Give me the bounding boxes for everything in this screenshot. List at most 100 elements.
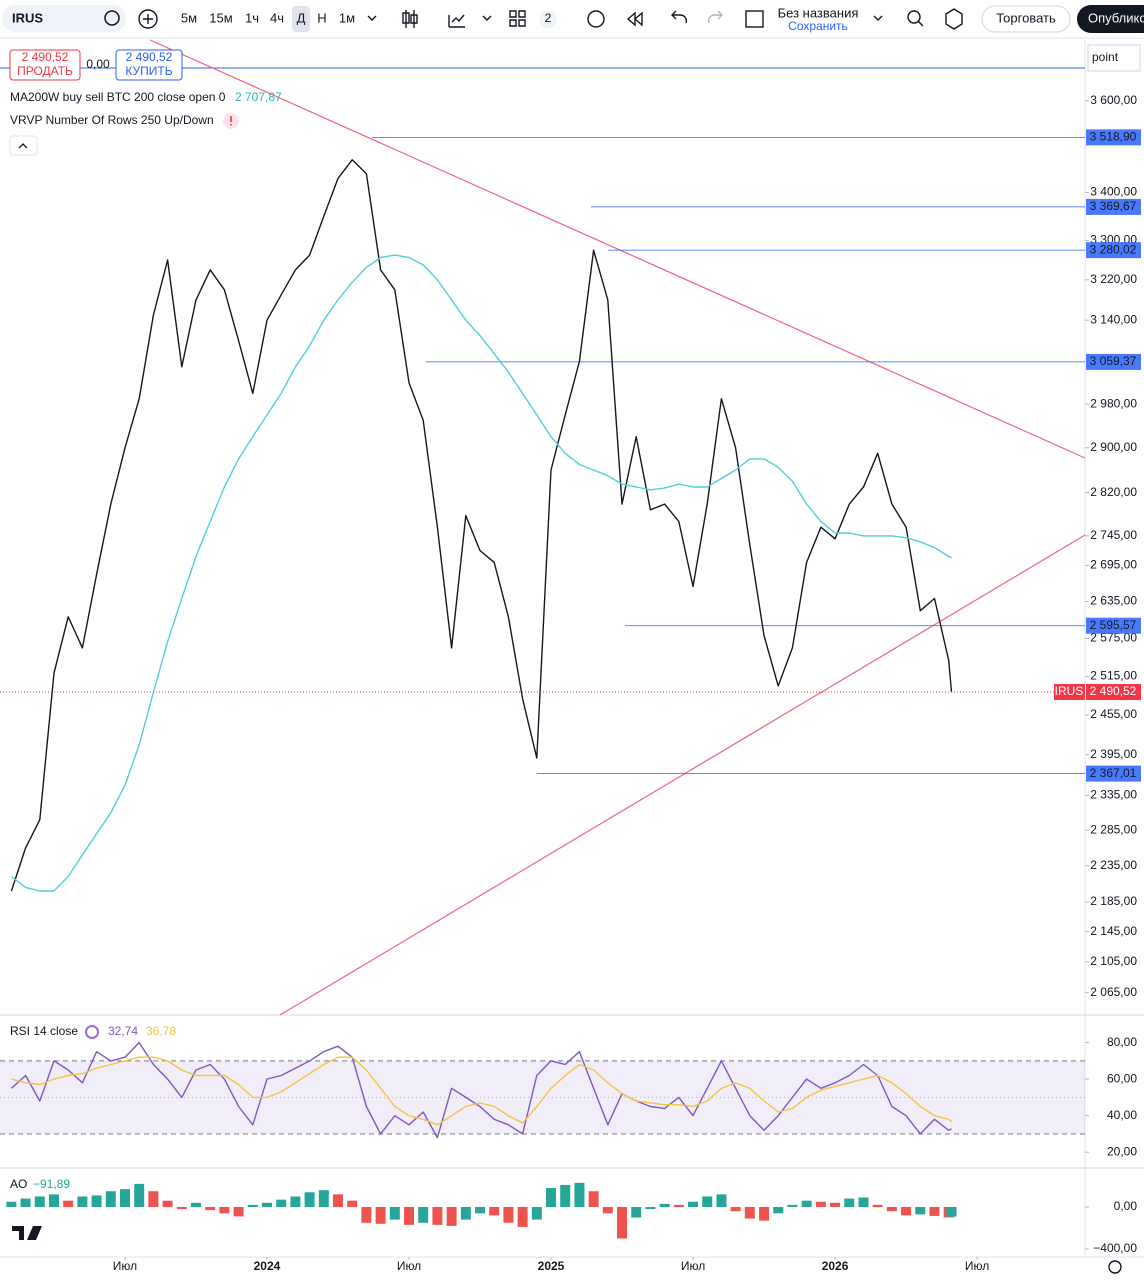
interval[interactable]: 15м (209, 10, 232, 25)
interval[interactable]: 4ч (270, 10, 284, 25)
ao-bar (418, 1206, 429, 1223)
level-label-bg (1086, 765, 1141, 782)
toolbar-bg (0, 0, 1144, 38)
interval[interactable]: Д (297, 10, 306, 25)
y-tick-label: 2 235,00 (1090, 858, 1137, 872)
indicators[interactable] (448, 14, 465, 28)
add-symbol[interactable] (138, 9, 158, 29)
ao-bar (574, 1182, 585, 1207)
layouts-count: 2 (545, 11, 552, 25)
add-icon (143, 14, 153, 24)
trend-line[interactable] (279, 534, 1086, 1016)
layouts-badge[interactable] (539, 10, 557, 28)
interval[interactable]: 1ч (245, 10, 259, 25)
spread: 0,00 (86, 57, 110, 71)
ao-bar (602, 1206, 613, 1214)
ao-bar (645, 1206, 656, 1210)
axis-settings[interactable] (1108, 1260, 1122, 1274)
ao-bar (946, 1206, 957, 1217)
interval[interactable]: 1м (339, 10, 355, 25)
ao-bar (290, 1196, 301, 1207)
ao-bar (688, 1201, 699, 1207)
trade-label: Торговать (996, 10, 1056, 25)
y-tick-label: 3 140,00 (1090, 312, 1137, 326)
ao-bar (347, 1200, 358, 1207)
rsi-legend[interactable]: RSI 14 close (10, 1024, 78, 1038)
alert[interactable] (587, 10, 605, 28)
rsi-sync-icon (85, 1025, 99, 1039)
ao-bar (901, 1206, 912, 1216)
settings[interactable] (945, 8, 963, 30)
series-line (11, 1056, 952, 1126)
ao-bar (489, 1206, 500, 1216)
ao-bar (205, 1206, 216, 1211)
ao-bar (801, 1200, 812, 1207)
collapse-legend[interactable] (9, 135, 38, 156)
ao-legend[interactable]: AO (10, 1177, 27, 1191)
search[interactable] (907, 10, 921, 24)
ao-bar (546, 1188, 557, 1207)
ao-bar (361, 1206, 372, 1223)
plot: 3 600,003 400,003 300,003 220,003 140,00… (0, 93, 1141, 1273)
level-label: 3 059,37 (1090, 354, 1137, 368)
interval[interactable]: 5м (181, 10, 197, 25)
undo[interactable] (671, 10, 688, 24)
ao-bar (34, 1196, 45, 1207)
symbol-search[interactable] (2, 5, 126, 32)
rsi-band (0, 1060, 1085, 1134)
trade-button[interactable] (981, 5, 1071, 33)
sell-button[interactable] (9, 49, 81, 81)
ao-bar (261, 1202, 272, 1207)
ao-bar (872, 1204, 883, 1207)
ao-bar (219, 1206, 230, 1214)
ao-bar (858, 1197, 869, 1207)
x-tick-label: 2026 (822, 1259, 849, 1273)
layout-square[interactable] (745, 10, 764, 28)
scale-mode-label: point (1092, 50, 1119, 64)
trend-line[interactable] (149, 39, 1086, 459)
compare-icon[interactable] (104, 10, 120, 26)
y-tick-label: 60,00 (1107, 1071, 1137, 1085)
ao-bar (773, 1206, 784, 1214)
y-tick-label: 3 400,00 (1090, 185, 1137, 199)
ao-bar (6, 1201, 17, 1207)
layout-menu[interactable] (873, 15, 883, 21)
scale-mode[interactable] (1087, 44, 1141, 72)
vrvp-legend[interactable]: VRVP Number Of Rows 250 Up/Down (10, 113, 214, 127)
ma-legend[interactable]: MA200W buy sell BTC 200 close open 0 (10, 90, 226, 104)
interval-menu[interactable] (367, 15, 377, 21)
indicators-menu[interactable] (482, 15, 492, 21)
y-tick-label: 2 515,00 (1090, 668, 1137, 682)
ao-bar (815, 1201, 826, 1207)
replay[interactable] (626, 11, 643, 27)
ao-bar (105, 1191, 116, 1207)
y-tick-label: 2 395,00 (1090, 747, 1137, 761)
buy-label: КУПИТЬ (125, 64, 172, 78)
layout-name[interactable]: Без названия (778, 5, 859, 20)
ao-bar (247, 1204, 258, 1207)
logo[interactable] (12, 1226, 42, 1240)
chart-type[interactable] (402, 10, 418, 28)
buy-button[interactable] (115, 49, 183, 81)
ao-bar (716, 1194, 727, 1207)
ao-bar (148, 1191, 159, 1207)
layout-status: Сохранить (788, 19, 848, 33)
ao-bar (702, 1196, 713, 1207)
y-tick-label: 2 980,00 (1090, 396, 1137, 410)
y-tick-label: 2 900,00 (1090, 440, 1137, 454)
ma-legend-value: 2 707,87 (235, 90, 282, 104)
ao-bar (886, 1206, 897, 1212)
y-tick-label: 2 695,00 (1090, 558, 1137, 572)
redo[interactable] (707, 10, 723, 24)
y-tick-label: 20,00 (1107, 1144, 1137, 1158)
ao-bar (617, 1206, 628, 1239)
interval[interactable]: Н (317, 10, 326, 25)
ao-bar (475, 1206, 486, 1214)
layout-icon[interactable] (509, 10, 526, 27)
ao-bar (432, 1206, 443, 1225)
search-handle (917, 20, 924, 27)
publish-button[interactable] (1077, 5, 1144, 33)
ao-bar (304, 1192, 315, 1207)
ao-bar (730, 1206, 741, 1212)
